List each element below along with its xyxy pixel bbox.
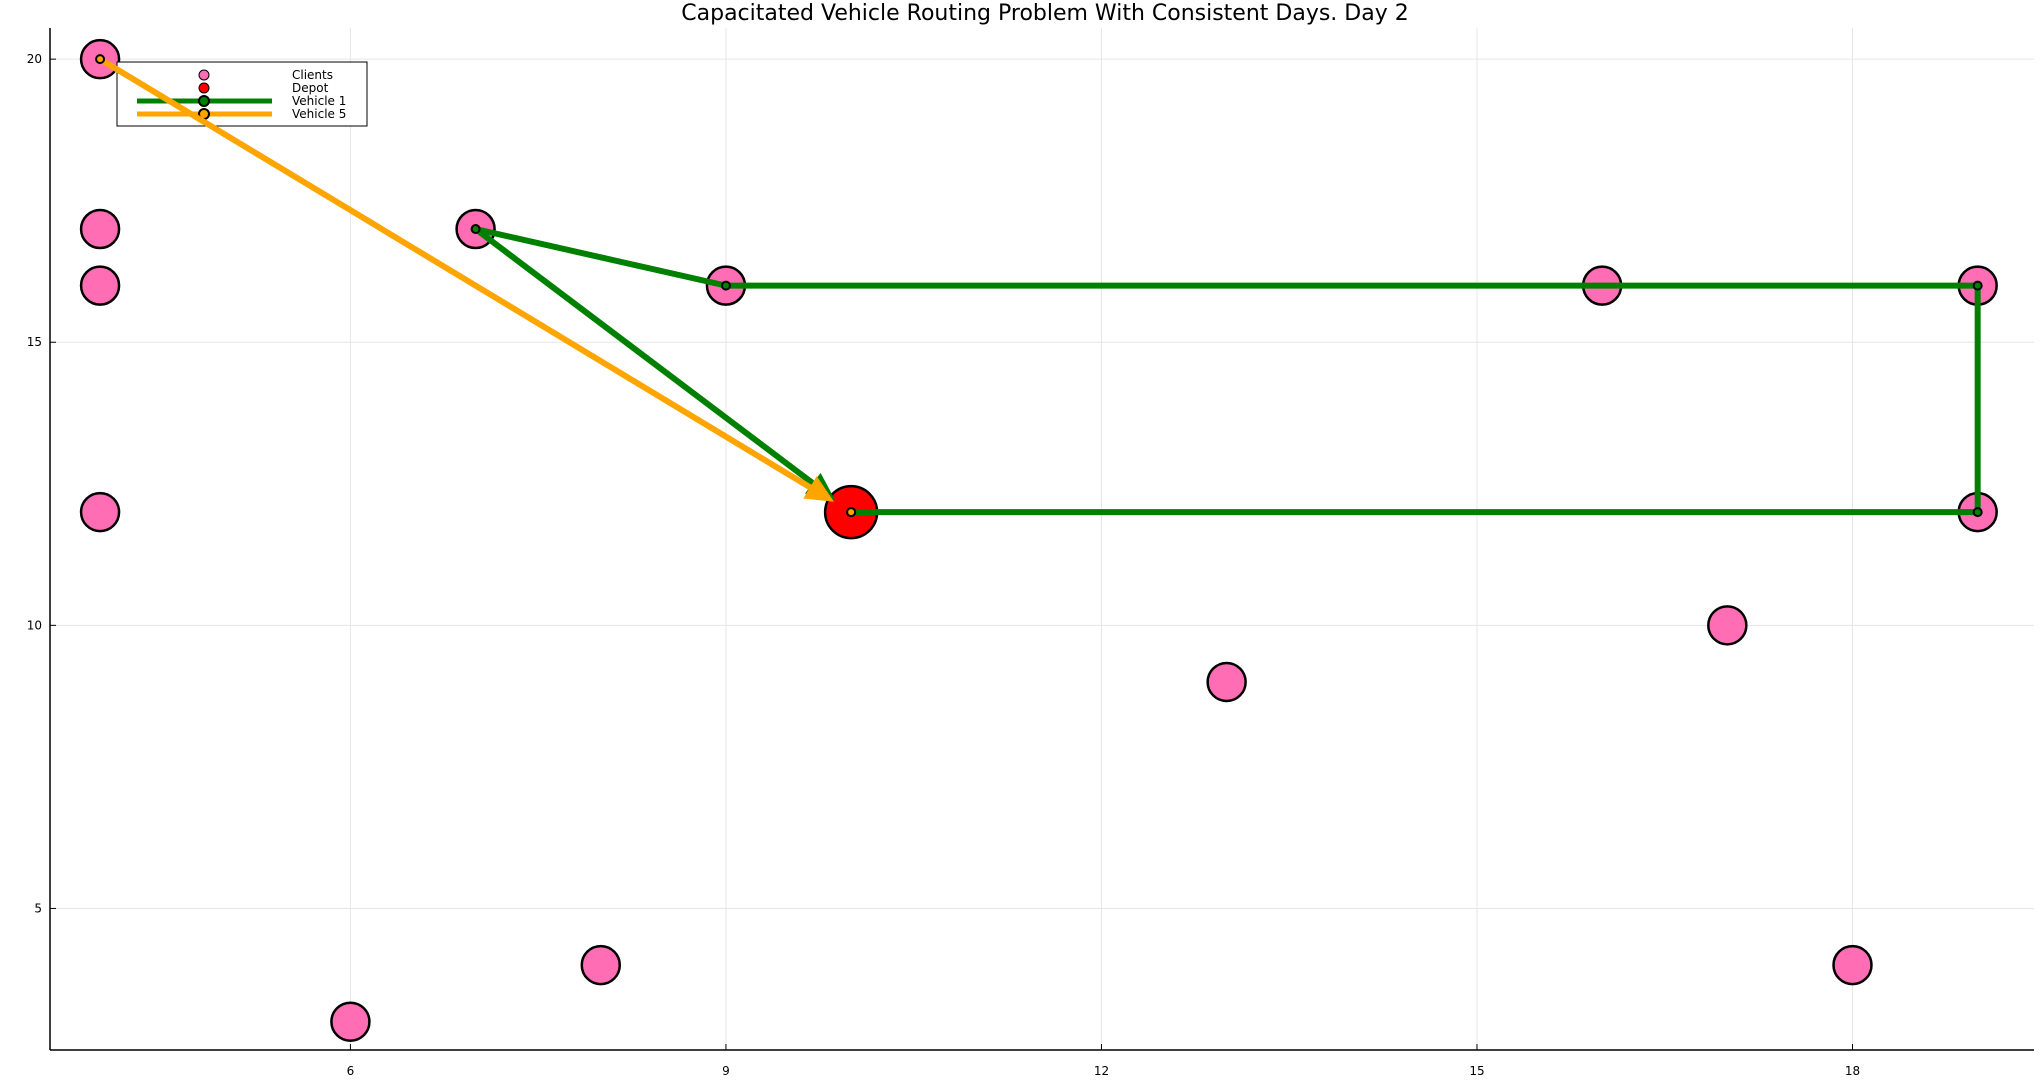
x-tick-label: 12 (1094, 1064, 1109, 1078)
route-arrowhead (803, 476, 834, 502)
grid-lines (50, 28, 2034, 1050)
legend-client-marker (198, 69, 210, 81)
y-tick-label: 20 (27, 52, 42, 66)
client-point (1707, 605, 1748, 646)
legend-label: Depot (292, 81, 329, 95)
legend-label: Vehicle 5 (292, 107, 346, 121)
route-segment (472, 226, 729, 289)
legend-label: Vehicle 1 (292, 94, 346, 108)
x-tick-label: 15 (1469, 1064, 1484, 1078)
route-node (95, 54, 106, 65)
route-node (1972, 507, 1983, 518)
routes (95, 54, 1983, 518)
points (79, 38, 1998, 1042)
route-node (1972, 280, 1983, 291)
client-point (330, 1001, 371, 1042)
client-point (79, 491, 121, 533)
y-tick-label: 10 (27, 618, 42, 632)
client-point (1832, 944, 1873, 986)
x-tick-label: 6 (347, 1064, 355, 1078)
client-point (79, 265, 121, 306)
x-tick-label: 9 (722, 1064, 730, 1078)
chart-title: Capacitated Vehicle Routing Problem With… (681, 1, 1408, 26)
route-node (846, 507, 857, 518)
legend-route-marker (198, 95, 210, 107)
x-tick-label: 18 (1845, 1064, 1860, 1078)
client-point (580, 944, 622, 986)
client-point (79, 208, 121, 250)
route-node (720, 280, 731, 291)
legend-depot-marker (198, 82, 210, 94)
client-point (1206, 661, 1247, 703)
y-tick-label: 5 (34, 901, 42, 915)
legend-label: Clients (292, 68, 333, 82)
route-segment (97, 56, 815, 492)
y-tick-label: 15 (27, 335, 42, 349)
axes: 6 9 12 15 18 5 10 15 20 (27, 28, 2034, 1078)
route-node (470, 224, 481, 235)
route-segment (472, 226, 818, 488)
